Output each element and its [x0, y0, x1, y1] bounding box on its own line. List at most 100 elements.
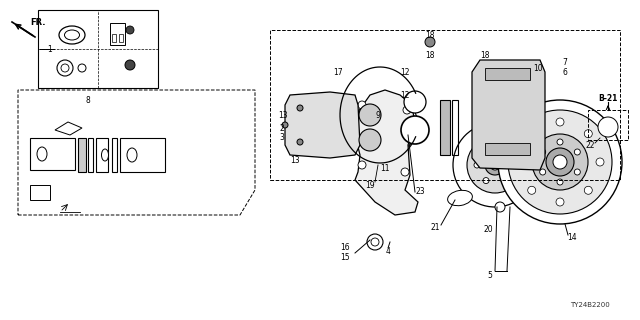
Circle shape [584, 186, 592, 194]
Bar [440, 100, 450, 155]
Circle shape [556, 118, 564, 126]
Circle shape [362, 97, 418, 153]
Bar [112, 138, 117, 172]
Bar [112, 34, 116, 42]
Ellipse shape [447, 190, 472, 206]
Text: 6: 6 [563, 68, 568, 76]
Circle shape [367, 234, 383, 250]
Circle shape [532, 134, 588, 190]
Circle shape [61, 64, 69, 72]
Circle shape [485, 155, 505, 175]
Circle shape [358, 101, 366, 109]
Bar [30, 185, 50, 200]
Circle shape [297, 105, 303, 111]
Text: 10: 10 [533, 63, 543, 73]
Circle shape [510, 162, 516, 168]
Bar [96, 138, 108, 172]
Circle shape [425, 37, 435, 47]
Circle shape [557, 179, 563, 185]
Circle shape [528, 130, 536, 138]
Circle shape [125, 60, 135, 70]
Circle shape [540, 149, 546, 155]
Bar [30, 138, 75, 170]
Text: 18: 18 [480, 51, 490, 60]
Circle shape [598, 117, 618, 137]
Bar [485, 143, 530, 155]
Bar [485, 68, 530, 80]
Polygon shape [355, 90, 418, 215]
Text: 19: 19 [365, 180, 375, 189]
Text: 9: 9 [376, 110, 380, 119]
Text: 18: 18 [425, 51, 435, 60]
Text: 13: 13 [278, 110, 288, 119]
Circle shape [401, 168, 409, 176]
Bar [110, 23, 125, 45]
Text: 21: 21 [430, 223, 440, 233]
Circle shape [501, 147, 507, 152]
Circle shape [467, 137, 523, 193]
Text: 12: 12 [400, 91, 410, 100]
Circle shape [374, 109, 406, 141]
Circle shape [516, 158, 524, 166]
Circle shape [553, 155, 567, 169]
Circle shape [498, 100, 622, 224]
Text: 7: 7 [563, 58, 568, 67]
Text: 20: 20 [483, 226, 493, 235]
Ellipse shape [37, 147, 47, 161]
Circle shape [490, 160, 500, 170]
Polygon shape [472, 60, 545, 170]
Circle shape [546, 148, 574, 176]
Bar [452, 100, 458, 155]
Circle shape [57, 60, 73, 76]
Ellipse shape [102, 149, 109, 161]
Ellipse shape [404, 91, 426, 113]
Circle shape [483, 178, 489, 184]
Text: 22: 22 [585, 140, 595, 149]
Circle shape [126, 26, 134, 34]
Text: 2: 2 [280, 124, 284, 132]
Circle shape [540, 169, 546, 175]
Text: 3: 3 [280, 132, 284, 141]
Ellipse shape [127, 148, 137, 162]
Polygon shape [285, 92, 360, 158]
Text: B-21: B-21 [598, 93, 618, 102]
Text: 23: 23 [415, 188, 425, 196]
Text: TY24B2200: TY24B2200 [570, 302, 610, 308]
Circle shape [528, 186, 536, 194]
Text: 13: 13 [290, 156, 300, 164]
Circle shape [384, 119, 396, 131]
Circle shape [557, 139, 563, 145]
Circle shape [596, 158, 604, 166]
Bar [119, 34, 123, 42]
Circle shape [371, 238, 379, 246]
Circle shape [483, 147, 489, 152]
Text: 8: 8 [86, 95, 90, 105]
Text: 4: 4 [385, 247, 390, 257]
Circle shape [584, 130, 592, 138]
Text: 15: 15 [340, 253, 350, 262]
Text: FR.: FR. [30, 18, 45, 27]
Circle shape [495, 202, 505, 212]
Text: 5: 5 [488, 270, 492, 279]
Ellipse shape [359, 104, 381, 126]
Circle shape [501, 178, 507, 184]
Text: 18: 18 [425, 30, 435, 39]
Ellipse shape [59, 26, 85, 44]
Circle shape [78, 64, 86, 72]
Circle shape [508, 110, 612, 214]
Bar [588, 110, 628, 140]
Circle shape [556, 198, 564, 206]
Circle shape [574, 169, 580, 175]
Circle shape [453, 123, 537, 207]
Bar [38, 10, 158, 88]
Text: 14: 14 [567, 234, 577, 243]
Bar [78, 138, 86, 172]
Text: 12: 12 [400, 68, 410, 76]
Ellipse shape [359, 129, 381, 151]
Text: 1: 1 [47, 44, 52, 53]
Circle shape [282, 122, 288, 128]
Text: 16: 16 [340, 244, 350, 252]
Bar [88, 138, 93, 172]
Text: 11: 11 [380, 164, 390, 172]
Circle shape [403, 106, 411, 114]
